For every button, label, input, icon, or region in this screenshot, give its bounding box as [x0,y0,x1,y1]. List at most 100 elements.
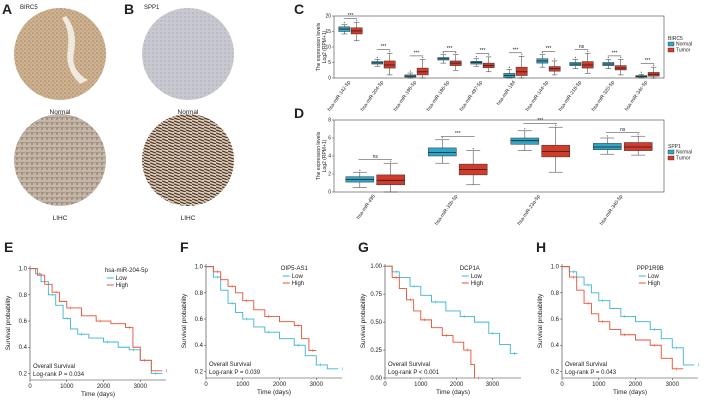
box-tumor-hsa-miR-184 [515,66,528,76]
significance-label: ns [373,154,379,160]
stat-logrank: Log-rank P = 0.034 [33,372,85,378]
legend-label-high: High [648,281,660,287]
y-tick-label: 0.4 [551,343,560,349]
p-value: P = 0.043 [590,370,616,376]
ihc-label-normal-a: Normal [50,109,72,116]
y-axis-label-unit: Log2 (RPM+1) [322,30,328,63]
outlier-point [376,56,378,59]
y-tick-label: 0.2 [195,369,204,375]
km-curve-high [385,265,475,378]
x-axis-label: Time (days) [613,389,647,396]
panel-b-gene: SPP1 [144,5,160,11]
y-tick-label: 1.00 [370,264,382,270]
significance-label: *** [612,50,618,56]
outlier-point [541,52,543,54]
x-category-label: hsa-miR-23a-5p [516,194,542,227]
outlier-point [555,124,557,126]
significance-label: *** [455,131,461,137]
km-curve-high [30,268,163,372]
x-category-label: hsa-miR-34c-5p [624,80,649,113]
x-category-label: hsa-miR-320-5p [591,80,617,113]
y-tick-label: 8 [328,118,331,124]
y-tick-label: 0.6 [195,317,204,323]
y-axis-label: Survival probability [5,295,12,350]
x-tick-label: 1000 [236,382,250,388]
x-axis-label: Time (days) [436,389,470,396]
x-tick-label: 1000 [60,384,74,390]
legend-label-low: Low [116,276,128,282]
logrank-prefix: Log-rank [33,372,58,378]
legend-label-high: High [292,281,304,287]
ihc-spp1-normal [142,8,234,100]
outlier-point [587,50,589,52]
panel-letter-b: B [124,1,134,17]
logrank-prefix: Log-rank [388,370,413,376]
legend-label-tumor: Tumor [676,156,691,162]
outlier-point [356,19,358,21]
outlier-point [475,56,477,58]
legend-title: SPP1 [668,144,681,150]
outlier-point [409,70,411,72]
legend-label-low: Low [648,274,660,280]
km-curve-low [206,266,339,370]
y-axis-label-unit: Log2 (RPM+1) [322,139,328,172]
y-tick-label: 0.4 [19,345,28,351]
x-tick-label: 3000 [134,384,148,390]
x-tick-label: 0 [383,382,387,388]
ihc-birc5-lihc [14,114,106,206]
x-tick-label: 3000 [666,382,680,388]
x-tick-label: 3000 [310,382,324,388]
significance-label: *** [645,58,651,64]
y-tick-label: 4 [328,154,331,160]
significance-label: ns [579,44,585,50]
x-tick-label: 0 [204,382,208,388]
chart-D: 0 2 4 6 8 The expression levels Log2 (RPM+1) ns… [316,118,692,227]
y-tick-label: 0.8 [19,293,28,299]
box-normal-hsa-miR-340-5p [593,143,622,150]
legend-title: PPP1R9B [637,266,664,272]
box-normal-hsa-miR-23a-5p [510,137,540,145]
x-tick-label: 1000 [414,382,428,388]
km-curve-low [562,266,695,366]
panel-letter-a: A [2,1,12,17]
box-tumor-hsa-miR-495 [376,174,405,186]
y-tick-label: 15 [325,29,331,35]
y-axis-label: The expression levels [316,22,322,71]
ihc-birc5-normal [14,8,106,100]
legend-swatch-tumor [667,47,675,53]
km-curve-high [562,266,684,370]
legend-title: DCP1A [460,266,480,272]
y-tick-label: 6 [328,136,331,142]
significance-label: *** [546,46,552,52]
legend-label-high: High [116,283,128,289]
panel-letter-e: E [4,239,13,255]
p-value: P = 0.039 [234,370,260,376]
x-tick-label: 0 [28,384,32,390]
outlier-point [554,58,556,60]
legend-swatch-normal [667,149,675,155]
x-category-label: hsa-miR-184 [496,80,517,107]
outlier-point [620,56,622,59]
outlier-point [390,160,392,162]
panel-letter-c: C [294,1,304,17]
outlier-point [653,64,655,66]
legend-title: BIRC5 [668,36,683,42]
legend-label-normal: Normal [676,42,692,48]
box-tumor-hsa-miR-340-5p [623,142,653,151]
logrank-prefix: Log-rank [565,370,590,376]
ihc-label-lihc-b: LIHC [181,215,196,222]
significance-label: *** [480,48,486,54]
x-tick-label: 2000 [629,382,643,388]
stat-title: Overall Survival [388,362,430,368]
outlier-point [422,56,424,59]
stat-title: Overall Survival [33,364,75,370]
x-category-label: hsa-miR-218-5p [558,80,584,113]
logrank-prefix: Log-rank [209,370,234,376]
x-tick-label: 2000 [97,384,111,390]
outlier-point [343,22,345,24]
legend-swatch-tumor [667,155,675,161]
legend-label-low: Low [292,274,304,280]
box-normal-hsa-miR-33b-5p [428,147,457,157]
